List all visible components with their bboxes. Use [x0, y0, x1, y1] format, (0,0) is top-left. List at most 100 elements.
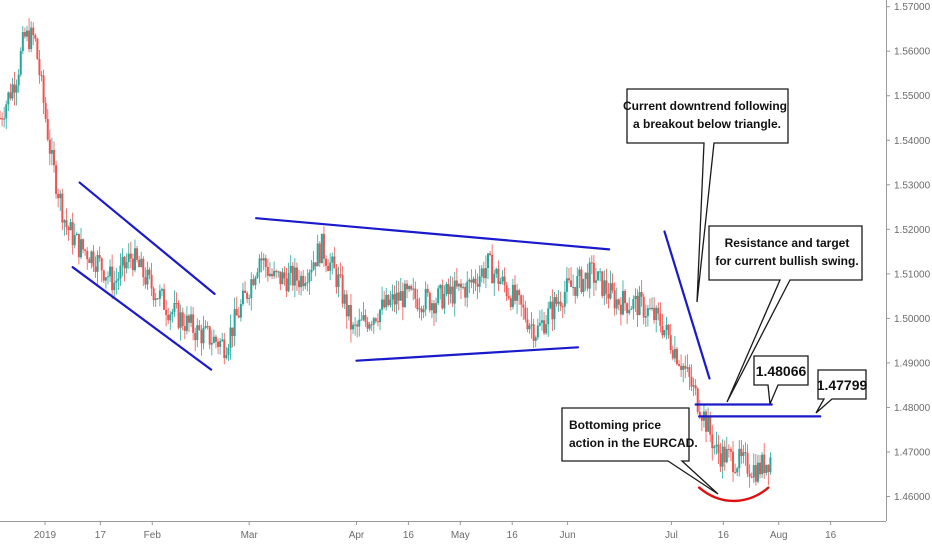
candle-body: [399, 291, 402, 301]
candle-body: [663, 329, 666, 336]
candle-body: [486, 253, 489, 268]
candle-body: [140, 258, 143, 268]
candle-body: [148, 269, 151, 275]
candle-body: [385, 294, 388, 308]
candle-body: [657, 307, 660, 314]
candle-body: [713, 446, 716, 449]
candle-body: [59, 193, 62, 199]
candle-body: [667, 324, 670, 336]
price-axis[interactable]: 1.57000 1.56000 1.55000 1.54000 1.53000 1.520…: [886, 0, 931, 521]
candle-body: [754, 465, 757, 482]
candle-body: [235, 309, 238, 316]
candle-body: [372, 318, 375, 325]
candle-body: [684, 365, 687, 369]
candle-body: [692, 385, 695, 387]
candle-body: [173, 303, 176, 312]
candle-body: [503, 276, 506, 286]
candle-body: [138, 259, 141, 268]
candle-body: [177, 303, 180, 328]
candle-body: [5, 104, 8, 119]
callout-resistance-line1: Resistance and target: [725, 236, 850, 250]
candle-body: [393, 294, 396, 305]
trendline-triangle-upper: [255, 217, 611, 251]
candle-body: [729, 449, 732, 452]
candle-body: [295, 267, 298, 281]
candle-body: [349, 305, 352, 330]
candle-body: [655, 307, 658, 321]
candle-body: [298, 280, 301, 288]
candle-body: [732, 451, 735, 473]
candle-body: [262, 258, 265, 261]
candle-body: [526, 319, 529, 330]
candle-body: [738, 448, 741, 469]
candle-body: [489, 253, 492, 255]
candle-body: [607, 293, 610, 299]
candle-body: [482, 268, 485, 279]
callout-bottoming-line2: action in the EURCAD.: [569, 436, 698, 450]
candle-body: [308, 272, 311, 283]
candle-body: [495, 268, 498, 274]
candle-body: [682, 365, 685, 370]
candle-body: [744, 452, 747, 454]
candle-body: [248, 297, 251, 299]
candle-body: [125, 262, 128, 269]
candle-body: [540, 320, 543, 323]
candle-body: [256, 272, 259, 278]
candle-body: [696, 388, 699, 412]
candle-body: [453, 280, 456, 304]
candle-body: [314, 262, 317, 267]
candle-body: [347, 305, 350, 317]
candle-body: [77, 233, 80, 258]
candle-body: [329, 262, 332, 271]
value-label-2-box: [815, 369, 867, 414]
candle-body: [171, 311, 174, 315]
candle-body: [300, 275, 303, 288]
candle-body: [592, 262, 595, 283]
candle-body: [117, 278, 120, 281]
candle-body: [520, 295, 523, 305]
candle-body: [628, 309, 631, 314]
candle-body: [163, 288, 166, 310]
price-tick-label: 1.49000: [894, 358, 931, 369]
candle-body: [223, 339, 226, 359]
candle-body: [7, 92, 10, 105]
candle-body: [543, 320, 546, 334]
candle-body: [403, 283, 406, 308]
candle-body: [67, 227, 70, 231]
candle-body: [42, 75, 45, 103]
callout-resistance: Resistance and target for current bullis…: [708, 225, 863, 403]
candle-body: [227, 347, 230, 356]
candle-body: [3, 118, 6, 120]
candle-body: [250, 279, 253, 298]
candle-body: [370, 324, 373, 326]
time-tick-label: 16: [403, 530, 415, 541]
candle-body: [455, 280, 458, 287]
candle-body: [451, 286, 454, 304]
candle-body: [690, 376, 693, 387]
trendline-downtrend-line: [663, 230, 711, 380]
candle-body: [302, 275, 305, 287]
candle-body: [669, 335, 672, 351]
candle-body: [121, 256, 124, 266]
candle-body: [179, 312, 182, 328]
candle-body: [459, 283, 462, 288]
candle-body: [25, 30, 28, 37]
candle-body: [316, 243, 319, 267]
candle-body: [462, 286, 465, 288]
candle-body: [613, 290, 616, 309]
candle-body: [379, 309, 382, 323]
candle-body: [707, 416, 710, 432]
candle-body: [13, 84, 16, 93]
candle-body: [561, 306, 564, 308]
candle-body: [231, 327, 234, 337]
time-axis[interactable]: 2019 17 Feb Mar Apr 16 May 16 Jun Jul 16 Aug 16: [0, 521, 886, 541]
candle-body: [572, 286, 575, 288]
candle-body: [337, 274, 340, 287]
candle-body: [513, 284, 516, 301]
candle-body: [505, 285, 508, 297]
trendline-triangle-lower: [355, 346, 580, 362]
candle-body: [169, 314, 172, 321]
candle-body: [133, 248, 136, 271]
candle-body: [241, 290, 244, 305]
candle-body: [528, 325, 531, 330]
